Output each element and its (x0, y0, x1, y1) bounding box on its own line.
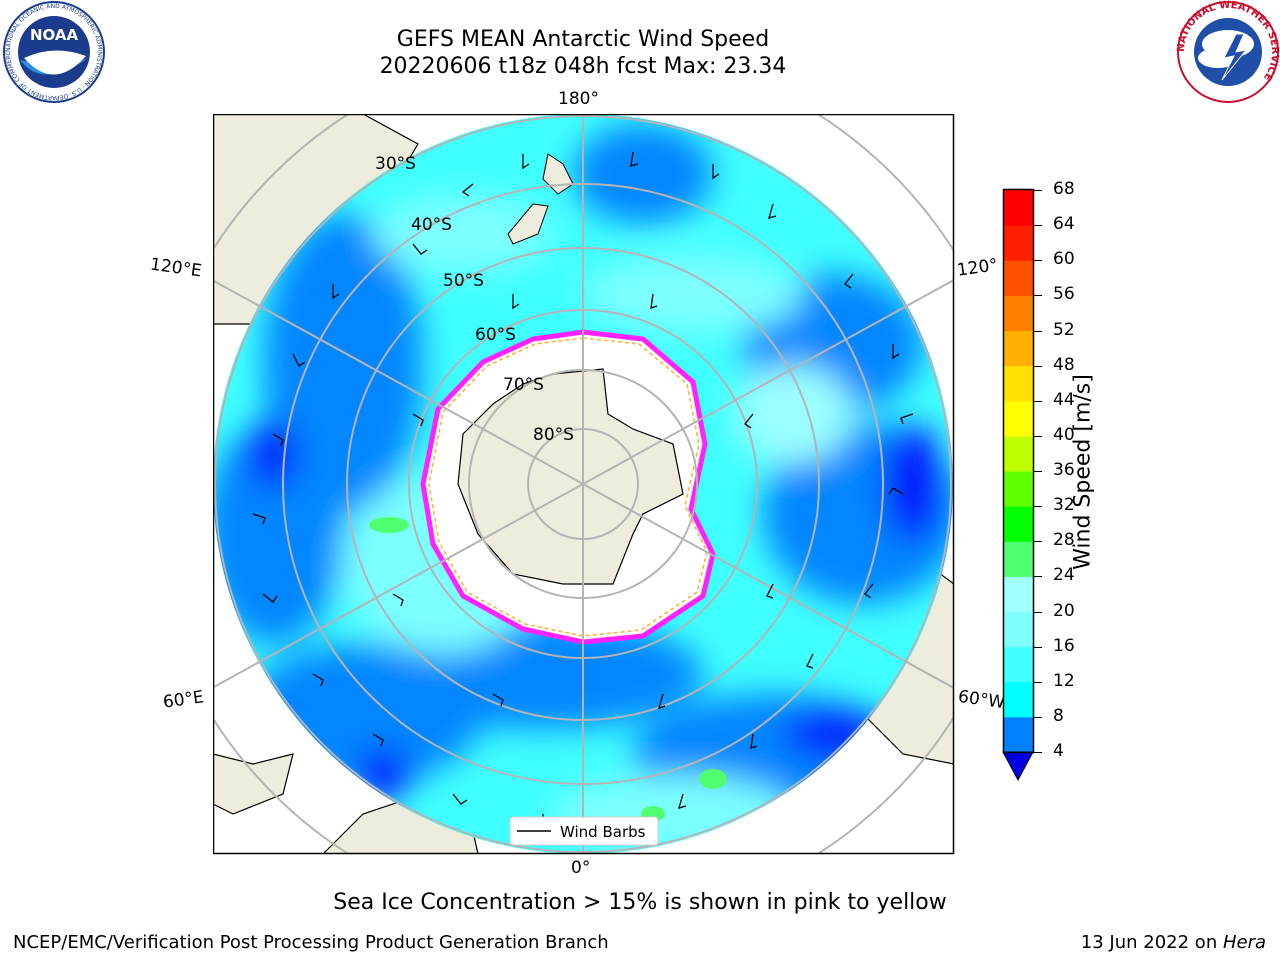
nws-logo: NATIONAL WEATHER SERVICE (1176, 0, 1280, 103)
colorbar-tick-label: 28 (1053, 530, 1075, 551)
colorbar-band (1004, 400, 1033, 437)
colorbar-band (1004, 471, 1033, 507)
colorbar-tick-label: 20 (1053, 600, 1075, 621)
lat-label-70: 70°S (503, 375, 544, 395)
colorbar-band (1004, 576, 1033, 612)
lon-label-60e: 60°E (161, 687, 206, 713)
map-subtitle: 20220606 t18z 048h fcst Max: 23.34 (379, 54, 787, 79)
colorbar-band (1004, 295, 1033, 331)
colorbar-band (1004, 646, 1033, 683)
map-title: GEFS MEAN Antarctic Wind Speed (396, 27, 770, 52)
colorbar-tick (1034, 400, 1042, 402)
colorbar-band (1004, 190, 1033, 226)
colorbar-band (1004, 435, 1033, 472)
footer-branch: NCEP/EMC/Verification Post Processing Pr… (13, 932, 609, 953)
colorbar-tick-label: 68 (1053, 179, 1075, 199)
colorbar-band (1004, 260, 1033, 296)
colorbar-band (1004, 506, 1033, 542)
colorbar-tick (1034, 752, 1042, 753)
colorbar-tick-label: 36 (1053, 460, 1075, 480)
graticule (213, 114, 954, 854)
colorbar-band (1004, 716, 1033, 753)
lon-label-60w: 60°W (956, 686, 1007, 714)
sea-ice-note: Sea Ice Concentration > 15% is shown in … (0, 890, 1280, 915)
colorbar-tick-label: 64 (1053, 214, 1075, 235)
footer-date: 13 Jun 2022 on Hera (1081, 932, 1266, 953)
colorbar-tick (1034, 646, 1042, 648)
colorbar-tick (1034, 681, 1042, 683)
colorbar-tick (1034, 611, 1042, 613)
map-frame (213, 114, 955, 855)
colorbar (1002, 188, 1035, 782)
colorbar-tick-label: 24 (1053, 565, 1075, 586)
colorbar-tick-label: 40 (1053, 424, 1075, 445)
lat-label-50: 50°S (443, 271, 484, 291)
colorbar-band (1004, 541, 1033, 577)
colorbar-extend-arrow (1002, 751, 1034, 782)
colorbar-tick-label: 8 (1053, 705, 1064, 726)
lon-label-0: 0° (571, 858, 591, 878)
colorbar-band (1004, 225, 1033, 261)
colorbar-tick-label: 48 (1053, 354, 1075, 375)
noaa-logo: NATIONAL OCEANIC AND ATMOSPHERIC ADMINIS… (2, 0, 105, 103)
colorbar-tick-label: 4 (1053, 741, 1064, 761)
colorbar-tick-label: 52 (1053, 319, 1075, 340)
colorbar-tick (1034, 295, 1042, 297)
colorbar-tick (1034, 541, 1042, 543)
footer-machine: Hera (1222, 932, 1266, 953)
colorbar-band (1004, 365, 1033, 402)
polar-map: Wind Barbs 30°S 40°S 50°S 60°S 70°S 80°S (213, 114, 955, 855)
colorbar-tick (1034, 260, 1042, 262)
colorbar-tick (1034, 435, 1042, 437)
lon-label-120w: 120° (955, 255, 1000, 281)
lat-label-30: 30°S (375, 154, 416, 174)
colorbar-tick-label: 60 (1053, 249, 1075, 270)
lat-label-40: 40°S (411, 215, 452, 235)
colorbar-label: Wind Speed [m/s] (1070, 374, 1096, 570)
colorbar-tick (1034, 225, 1042, 227)
colorbar-tick (1034, 716, 1042, 718)
colorbar-tick (1034, 190, 1042, 191)
legend-label: Wind Barbs (560, 823, 646, 841)
colorbar-tick (1034, 330, 1042, 332)
colorbar-tick-label: 44 (1053, 389, 1075, 410)
legend-box (509, 816, 659, 846)
sea-ice-note-text: Sea Ice Concentration > 15% is shown in … (333, 890, 947, 915)
madagascar-land (213, 753, 294, 815)
lat-label-80: 80°S (533, 425, 574, 445)
colorbar-tick (1034, 471, 1042, 472)
lon-label-180: 180° (558, 89, 599, 109)
colorbar-band (1004, 681, 1033, 718)
colorbar-band (1004, 611, 1033, 648)
footer-date-text: 13 Jun 2022 on (1080, 932, 1223, 953)
colorbar-tick (1034, 506, 1042, 508)
lat-label-60: 60°S (475, 325, 516, 345)
colorbar-band (1004, 330, 1033, 367)
colorbar-tick-label: 32 (1053, 495, 1075, 516)
colorbar-tick (1034, 365, 1042, 367)
colorbar-tick-label: 56 (1053, 284, 1075, 305)
colorbar-tick-label: 16 (1053, 635, 1075, 656)
colorbar-tick (1034, 576, 1042, 578)
noaa-logo-text: NOAA (30, 26, 79, 44)
colorbar-tick-label: 12 (1053, 670, 1075, 691)
lon-label-120e: 120°E (148, 254, 203, 282)
